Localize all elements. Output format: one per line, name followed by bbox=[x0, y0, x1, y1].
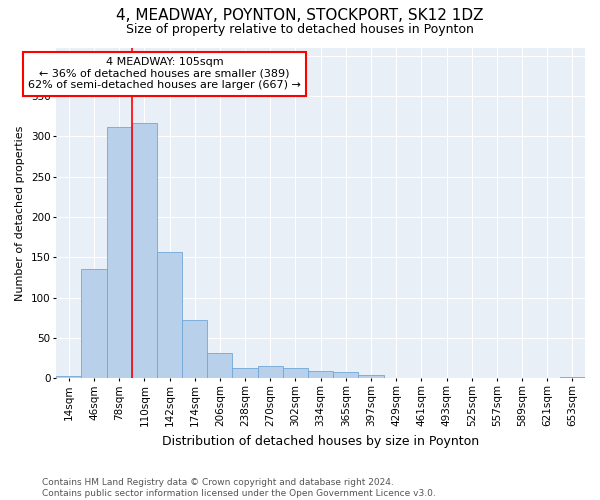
Bar bbox=[232, 368, 257, 378]
Text: 4 MEADWAY: 105sqm
← 36% of detached houses are smaller (389)
62% of semi-detache: 4 MEADWAY: 105sqm ← 36% of detached hous… bbox=[28, 57, 301, 90]
Text: Size of property relative to detached houses in Poynton: Size of property relative to detached ho… bbox=[126, 22, 474, 36]
Bar bbox=[358, 376, 383, 378]
Bar bbox=[283, 368, 308, 378]
Bar bbox=[560, 377, 585, 378]
X-axis label: Distribution of detached houses by size in Poynton: Distribution of detached houses by size … bbox=[162, 434, 479, 448]
Bar bbox=[308, 371, 333, 378]
Bar bbox=[56, 376, 82, 378]
Bar bbox=[333, 372, 358, 378]
Text: 4, MEADWAY, POYNTON, STOCKPORT, SK12 1DZ: 4, MEADWAY, POYNTON, STOCKPORT, SK12 1DZ bbox=[116, 8, 484, 22]
Bar bbox=[208, 352, 232, 378]
Bar bbox=[107, 128, 132, 378]
Y-axis label: Number of detached properties: Number of detached properties bbox=[16, 126, 25, 300]
Bar bbox=[182, 320, 208, 378]
Text: Contains HM Land Registry data © Crown copyright and database right 2024.
Contai: Contains HM Land Registry data © Crown c… bbox=[42, 478, 436, 498]
Bar bbox=[82, 268, 107, 378]
Bar bbox=[157, 252, 182, 378]
Bar bbox=[257, 366, 283, 378]
Bar bbox=[132, 122, 157, 378]
